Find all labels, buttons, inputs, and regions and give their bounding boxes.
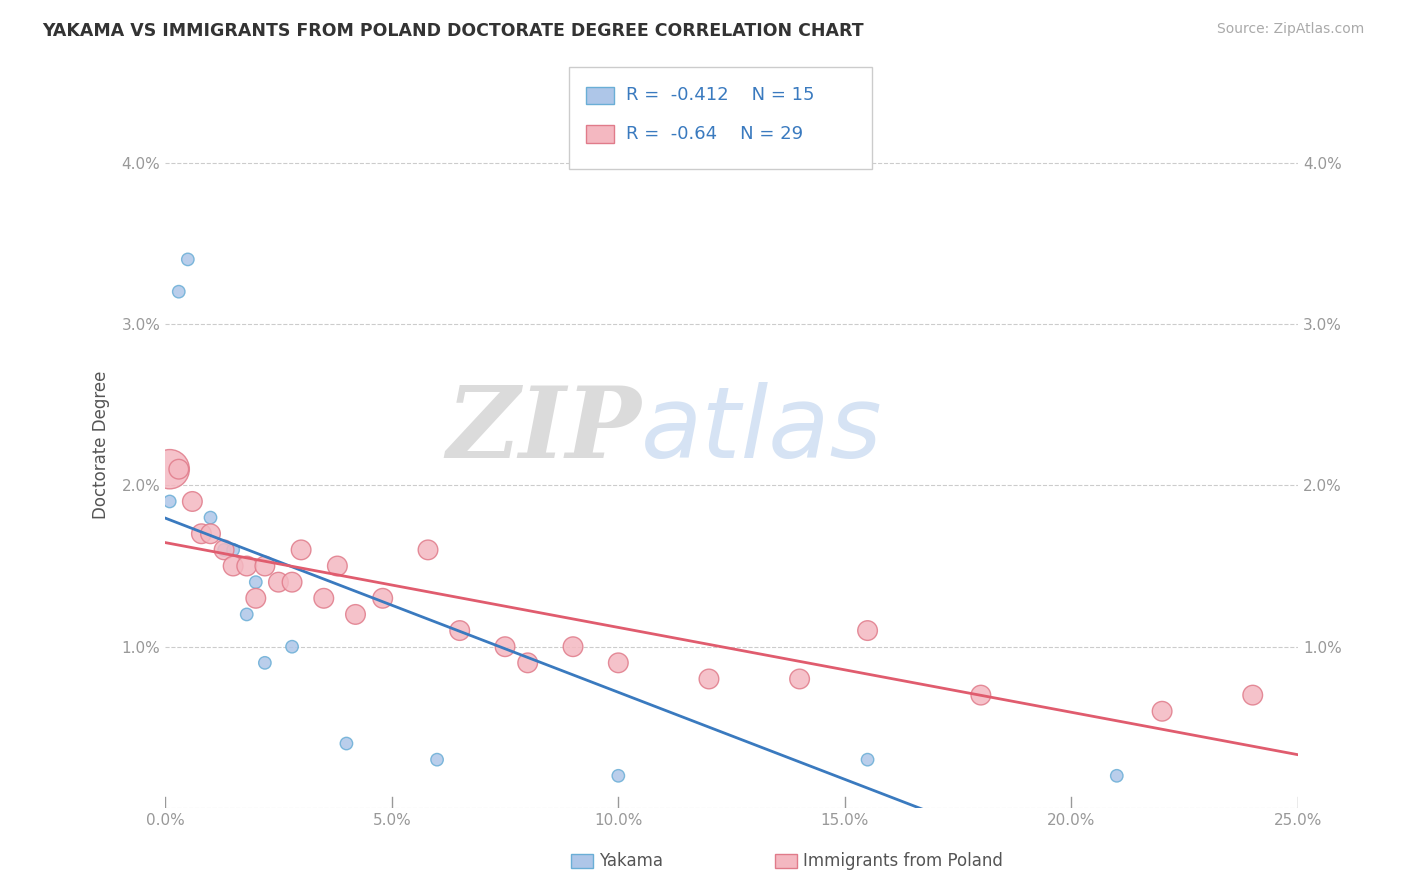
- Point: [181, 494, 204, 508]
- Point: [562, 640, 585, 654]
- Point: [200, 510, 222, 524]
- Point: [167, 285, 190, 299]
- Point: [267, 575, 290, 590]
- Text: Source: ZipAtlas.com: Source: ZipAtlas.com: [1216, 22, 1364, 37]
- Point: [856, 753, 879, 767]
- Y-axis label: Doctorate Degree: Doctorate Degree: [93, 371, 110, 519]
- Text: ZIP: ZIP: [446, 382, 641, 479]
- Point: [426, 753, 449, 767]
- Point: [312, 591, 335, 606]
- Point: [494, 640, 516, 654]
- Text: YAKAMA VS IMMIGRANTS FROM POLAND DOCTORATE DEGREE CORRELATION CHART: YAKAMA VS IMMIGRANTS FROM POLAND DOCTORA…: [42, 22, 863, 40]
- Point: [253, 656, 276, 670]
- Point: [200, 526, 222, 541]
- Point: [167, 462, 190, 476]
- Point: [290, 542, 312, 557]
- Point: [1241, 688, 1264, 702]
- Point: [235, 559, 257, 574]
- Text: Immigrants from Poland: Immigrants from Poland: [803, 852, 1002, 870]
- Point: [281, 575, 304, 590]
- Point: [344, 607, 367, 622]
- Point: [1105, 769, 1128, 783]
- Point: [416, 542, 439, 557]
- Point: [516, 656, 538, 670]
- Point: [222, 559, 245, 574]
- Point: [159, 462, 181, 476]
- Point: [856, 624, 879, 638]
- Point: [281, 640, 304, 654]
- Point: [607, 656, 630, 670]
- Point: [190, 526, 212, 541]
- Point: [245, 575, 267, 590]
- Point: [607, 769, 630, 783]
- Point: [1152, 704, 1174, 718]
- Point: [212, 542, 235, 557]
- Text: R =  -0.412    N = 15: R = -0.412 N = 15: [626, 87, 814, 104]
- Point: [326, 559, 349, 574]
- Point: [253, 559, 276, 574]
- Text: Yakama: Yakama: [599, 852, 664, 870]
- Point: [789, 672, 811, 686]
- Point: [212, 542, 235, 557]
- Text: R =  -0.64    N = 29: R = -0.64 N = 29: [626, 125, 803, 143]
- Point: [177, 252, 200, 267]
- Point: [245, 591, 267, 606]
- Point: [159, 494, 181, 508]
- Point: [222, 542, 245, 557]
- Point: [697, 672, 720, 686]
- Text: atlas: atlas: [641, 382, 883, 479]
- Point: [235, 607, 257, 622]
- Point: [970, 688, 993, 702]
- Point: [371, 591, 394, 606]
- Point: [449, 624, 471, 638]
- Point: [335, 737, 357, 751]
